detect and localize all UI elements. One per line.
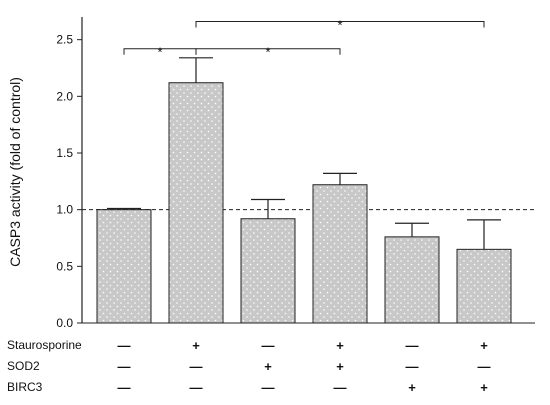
y-axis-label: CASP3 activity (fold of control) [7, 77, 23, 267]
condition-sign: — [118, 380, 131, 395]
condition-sign: + [192, 338, 200, 353]
y-tick-label: 1.0 [56, 203, 73, 217]
significance-bracket [195, 21, 485, 28]
bar [96, 209, 152, 324]
bar [456, 248, 512, 324]
significance-star: * [157, 45, 162, 60]
error-bars-layer [107, 57, 501, 250]
bar [240, 218, 296, 324]
condition-sign: + [408, 380, 416, 395]
condition-label: BIRC3 [7, 380, 43, 394]
condition-sign: — [262, 380, 275, 395]
condition-sign: + [480, 380, 488, 395]
condition-label: Staurosporine [7, 338, 82, 352]
condition-sign: + [480, 338, 488, 353]
condition-table: Staurosporine — + — + — + SOD2 — — + + — — BIRC3 — — — — + + [7, 338, 491, 395]
significance-star: * [337, 18, 342, 33]
condition-sign: + [336, 359, 344, 374]
condition-sign: — [406, 338, 419, 353]
y-tick-label: 2.5 [56, 33, 73, 47]
significance-brackets: * * * [123, 18, 485, 60]
condition-sign: — [190, 380, 203, 395]
bar [384, 236, 440, 324]
condition-sign: — [262, 338, 275, 353]
condition-sign: — [478, 359, 491, 374]
condition-sign: — [118, 359, 131, 374]
condition-sign: — [406, 359, 419, 374]
y-tick-label: 2.0 [56, 89, 73, 103]
condition-sign: — [334, 380, 347, 395]
condition-sign: + [264, 359, 272, 374]
significance-bracket [195, 48, 341, 55]
y-tick-label: 1.5 [56, 146, 73, 160]
significance-star: * [265, 45, 270, 60]
condition-label: SOD2 [7, 359, 40, 373]
bars-layer [96, 82, 512, 324]
bar [168, 82, 224, 324]
bar [312, 184, 368, 324]
y-tick-label: 0.5 [56, 259, 73, 273]
y-axis: 0.0 0.5 1.0 1.5 2.0 2.5 [56, 17, 535, 330]
condition-sign: + [336, 338, 344, 353]
condition-sign: — [190, 359, 203, 374]
y-tick-label: 0.0 [56, 316, 73, 330]
condition-sign: — [118, 338, 131, 353]
